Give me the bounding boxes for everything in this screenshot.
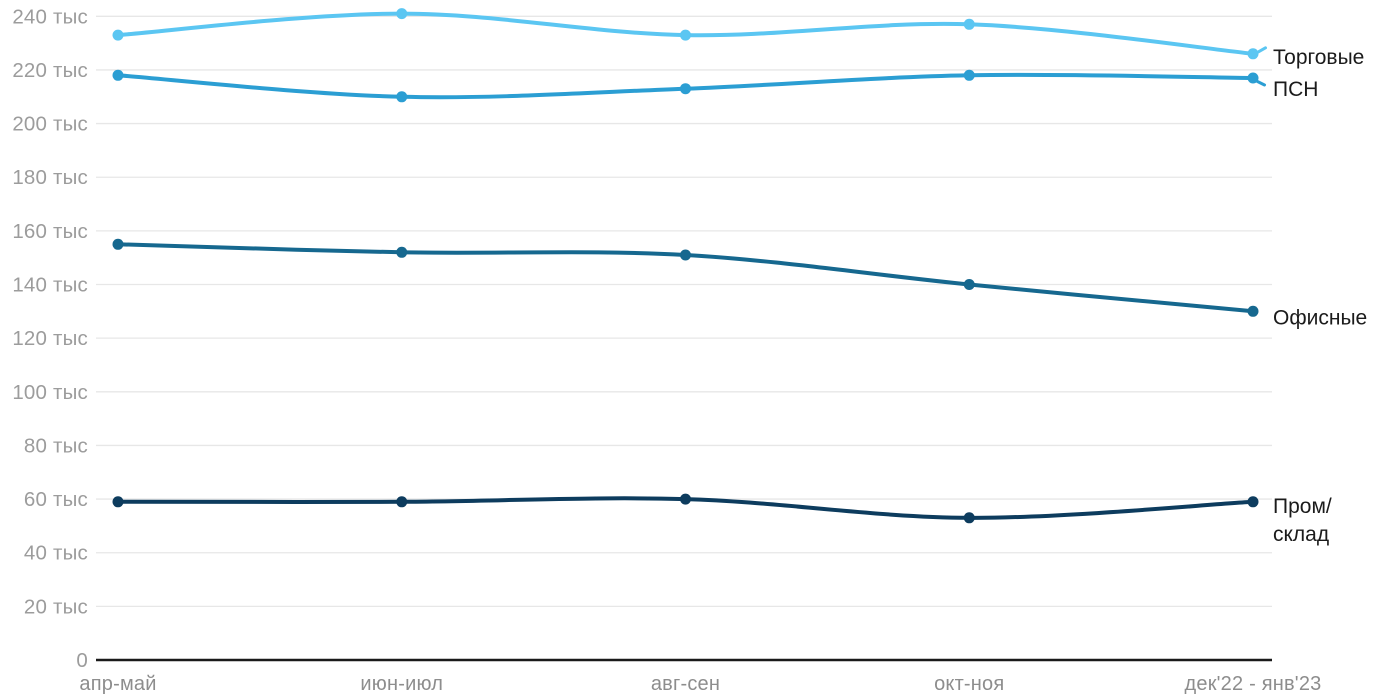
series-label: Торговые [1273,46,1364,69]
x-axis-tick-label: окт-ноя [934,673,1004,695]
data-point [396,246,408,258]
data-point [680,29,691,41]
y-axis-tick-label: 160 тыс [12,220,88,243]
data-point [1247,496,1259,508]
data-point [1247,48,1259,60]
data-point [112,238,124,250]
y-axis-tick-label: 140 тыс [12,274,88,297]
x-axis-tick-label: апр-май [79,673,156,695]
data-point [112,29,124,41]
data-point [396,496,408,508]
y-axis-tick-label: 180 тыс [12,166,88,189]
x-axis-tick-label: июн-июл [360,673,443,695]
x-axis-tick-label: авг-сен [651,673,720,695]
y-axis-tick-label: 80 тыс [24,434,88,457]
data-point [963,69,975,81]
y-axis-tick-label: 40 тыс [24,542,88,565]
y-axis-tick-label: 100 тыс [12,381,88,404]
y-axis-tick-label: 240 тыс [12,5,88,28]
series-3: Пром/склад [112,493,1332,546]
series-label: ПСН [1273,78,1318,101]
data-point [963,279,975,290]
x-axis-tick-label: дек'22 - янв'23 [1185,673,1322,695]
series-label: Пром/склад [1273,495,1332,546]
series-0: Торговые [112,8,1364,69]
label-leader-tick [1256,79,1266,87]
data-point [963,18,975,30]
series-2: Офисные [112,238,1367,329]
y-axis-tick-label: 220 тыс [12,59,88,82]
series-label: Офисные [1273,306,1367,329]
y-axis-tick-label: 200 тыс [12,113,88,136]
y-axis-tick-label: 120 тыс [12,327,88,350]
series-1: ПСН [112,69,1318,103]
data-point [680,83,691,95]
y-axis-tick-label: 20 тыс [24,595,88,618]
data-point [112,496,124,508]
data-point [680,249,691,261]
data-point [680,493,691,505]
data-point [396,91,408,103]
data-point [1247,72,1259,84]
data-point [1247,305,1259,317]
y-axis-tick-label: 60 тыс [24,488,88,511]
data-point [963,512,975,524]
y-axis-tick-label: 0 [76,649,88,672]
data-point [112,69,124,81]
data-point [396,8,408,20]
label-leader-tick [1257,46,1267,54]
